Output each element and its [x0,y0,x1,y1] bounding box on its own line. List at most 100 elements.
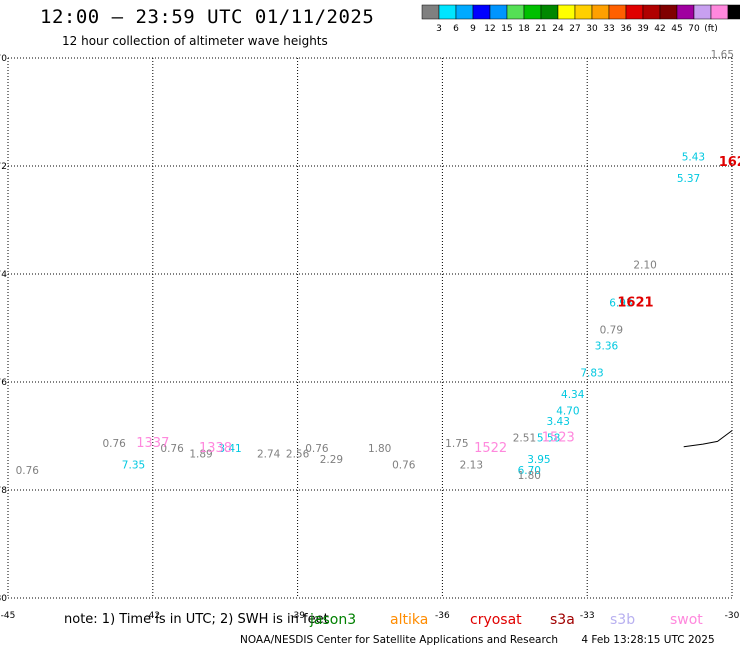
colorbar-label: 33 [603,24,614,34]
colorbar-swatch [591,4,610,20]
wave-height-label: 7.83 [580,368,603,380]
wave-height-label: 0.76 [392,459,416,471]
colorbar-label: 24 [552,24,564,34]
wave-height-label: 2.29 [320,454,343,466]
colorbar-label: 12 [484,24,495,34]
lat-tick-label: -74 [0,270,7,280]
wave-height-label: 2.74 [257,449,281,461]
wave-height-label: 2.51 [513,432,536,444]
wave-height-label: 0.79 [600,324,623,336]
pass-time-label: 1621 [617,295,653,310]
colorbar-swatch [625,4,644,20]
colorbar-swatch [489,4,508,20]
wave-height-label: 0.76 [16,465,40,477]
wave-height-label: 1.65 [711,49,734,61]
credit-text: NOAA/NESDIS Center for Satellite Applica… [240,634,558,646]
pass-time-label: 1523 [542,430,575,445]
colorbar-swatch [727,4,740,20]
colorbar-swatch [659,4,678,20]
colorbar-swatch [557,4,576,20]
wave-height-label: 1.80 [368,443,391,455]
colorbar-swatch [540,4,559,20]
wave-height-label: 1.80 [518,470,541,482]
wave-height-label: 6.93 [609,297,632,309]
colorbar-label: 30 [586,24,598,34]
colorbar-swatch [455,4,474,20]
colorbar-label: 18 [518,24,530,34]
wave-height-label: 5.43 [682,152,705,164]
wave-height-label: 2.13 [460,459,483,471]
lon-tick-label: -39 [290,611,305,621]
colorbar-label: 39 [637,24,649,34]
satellite-label-altika: altika [390,612,429,628]
lat-tick-label: -76 [0,378,7,388]
colorbar-swatch [642,4,661,20]
wave-height-label: 7.35 [122,459,145,471]
colorbar-swatch [693,4,712,20]
colorbar-label: 36 [620,24,632,34]
colorbar-label: 45 [671,24,682,34]
wave-height-label: 2.10 [633,260,656,272]
wave-height-label: 2.56 [286,449,310,461]
colorbar-swatch [421,4,440,20]
wave-height-label: 3.41 [218,443,241,455]
colorbar-swatch [676,4,695,20]
pass-time-label: 1620 [719,155,740,170]
lat-tick-label: -80 [0,594,7,604]
coastline [683,430,733,448]
map-grid [7,57,733,599]
wave-height-label: 0.76 [102,438,126,450]
map-axes-labels: -70 -72 -74 -76 -78 -80 -45 -42 -39 -36 -33 -30 [0,54,740,621]
satellite-label-cryosat: cryosat [470,612,522,628]
lon-tick-label: -30 [725,611,740,621]
wave-height-label: 0.76 [305,443,329,455]
wave-height-label: 4.34 [561,389,585,401]
lat-tick-label: -78 [0,486,7,496]
colorbar-label: 70 [688,24,700,34]
lat-tick-label: -70 [0,54,7,64]
colorbar-label: (ft) [704,24,718,34]
pass-time-label: 1337 [136,436,169,451]
colorbar-legend: 3 6 9 12 15 18 21 24 27 30 33 36 39 42 45 70 (ft) [421,4,740,34]
footer-note: note: 1) Time is in UTC; 2) SWH is in fe… [64,612,329,627]
lon-tick-label: -36 [435,611,450,621]
wave-height-label: 1.89 [189,449,212,461]
colorbar-label: 42 [654,24,665,34]
timestamp-text: 4 Feb 13:28:15 UTC 2025 [581,634,715,646]
colorbar-label: 15 [501,24,512,34]
colorbar-label: 27 [569,24,580,34]
lon-tick-label: -45 [1,611,16,621]
wave-height-label: 3.43 [547,416,570,428]
colorbar-swatch [506,4,525,20]
colorbar-swatch [574,4,593,20]
wave-labels: 1.65 5.43 5.37 2.10 6.93 0.79 3.36 7.83 4.34 4.70… [16,49,740,482]
colorbar-swatch [472,4,491,20]
pass-time-label: 1338 [199,441,232,456]
satellite-label-swot: swot [670,612,703,628]
colorbar-swatch [710,4,729,20]
wave-height-label: 1.75 [445,438,468,450]
wave-height-label: 5.37 [677,173,700,185]
lat-tick-label: -72 [0,162,7,172]
colorbar-label: 21 [535,24,546,34]
pass-time-label: 1522 [474,441,507,456]
satellite-label-jason3: jason3 [310,612,357,628]
wave-height-label: 5.58 [537,432,560,444]
colorbar-label: 3 [436,24,442,34]
page-title: 12:00 – 23:59 UTC 01/11/2025 [40,6,375,28]
colorbar-label: 6 [453,24,459,34]
page-subtitle: 12 hour collection of altimeter wave hei… [62,34,328,48]
colorbar-swatch [523,4,542,20]
colorbar-label: 9 [470,24,476,34]
wave-height-label: 0.76 [160,443,184,455]
satellite-label-s3b: s3b [610,612,636,628]
wave-height-label: 3.36 [595,341,619,353]
lon-tick-label: -42 [145,611,160,621]
satellite-label-s3a: s3a [550,612,575,628]
wave-height-label: 6.70 [518,465,541,477]
wave-height-label: 4.70 [556,405,579,417]
colorbar-swatch [438,4,457,20]
wave-height-label: 3.95 [527,454,550,466]
colorbar-swatch [608,4,627,20]
